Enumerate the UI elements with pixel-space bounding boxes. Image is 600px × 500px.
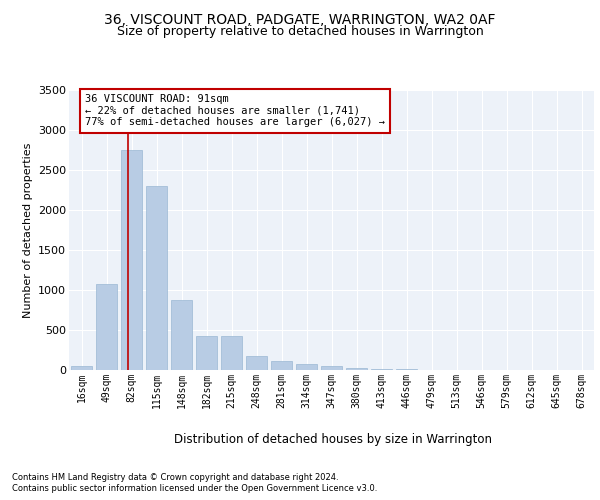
Text: 36, VISCOUNT ROAD, PADGATE, WARRINGTON, WA2 0AF: 36, VISCOUNT ROAD, PADGATE, WARRINGTON, … [104, 12, 496, 26]
Bar [396, 369, 417, 370]
Text: Distribution of detached houses by size in Warrington: Distribution of detached houses by size … [174, 432, 492, 446]
Bar [146, 186, 167, 370]
Bar [96, 284, 117, 370]
Bar [271, 361, 292, 370]
Y-axis label: Number of detached properties: Number of detached properties [23, 142, 32, 318]
Bar [121, 150, 142, 370]
Text: Contains HM Land Registry data © Crown copyright and database right 2024.: Contains HM Land Registry data © Crown c… [12, 472, 338, 482]
Bar [196, 336, 217, 370]
Bar [221, 336, 242, 370]
Bar [171, 300, 192, 370]
Bar [346, 368, 367, 370]
Bar [71, 366, 92, 370]
Bar [246, 356, 267, 370]
Text: 36 VISCOUNT ROAD: 91sqm
← 22% of detached houses are smaller (1,741)
77% of semi: 36 VISCOUNT ROAD: 91sqm ← 22% of detache… [85, 94, 385, 128]
Bar [296, 364, 317, 370]
Text: Size of property relative to detached houses in Warrington: Size of property relative to detached ho… [116, 25, 484, 38]
Bar [371, 368, 392, 370]
Bar [321, 366, 342, 370]
Text: Contains public sector information licensed under the Open Government Licence v3: Contains public sector information licen… [12, 484, 377, 493]
